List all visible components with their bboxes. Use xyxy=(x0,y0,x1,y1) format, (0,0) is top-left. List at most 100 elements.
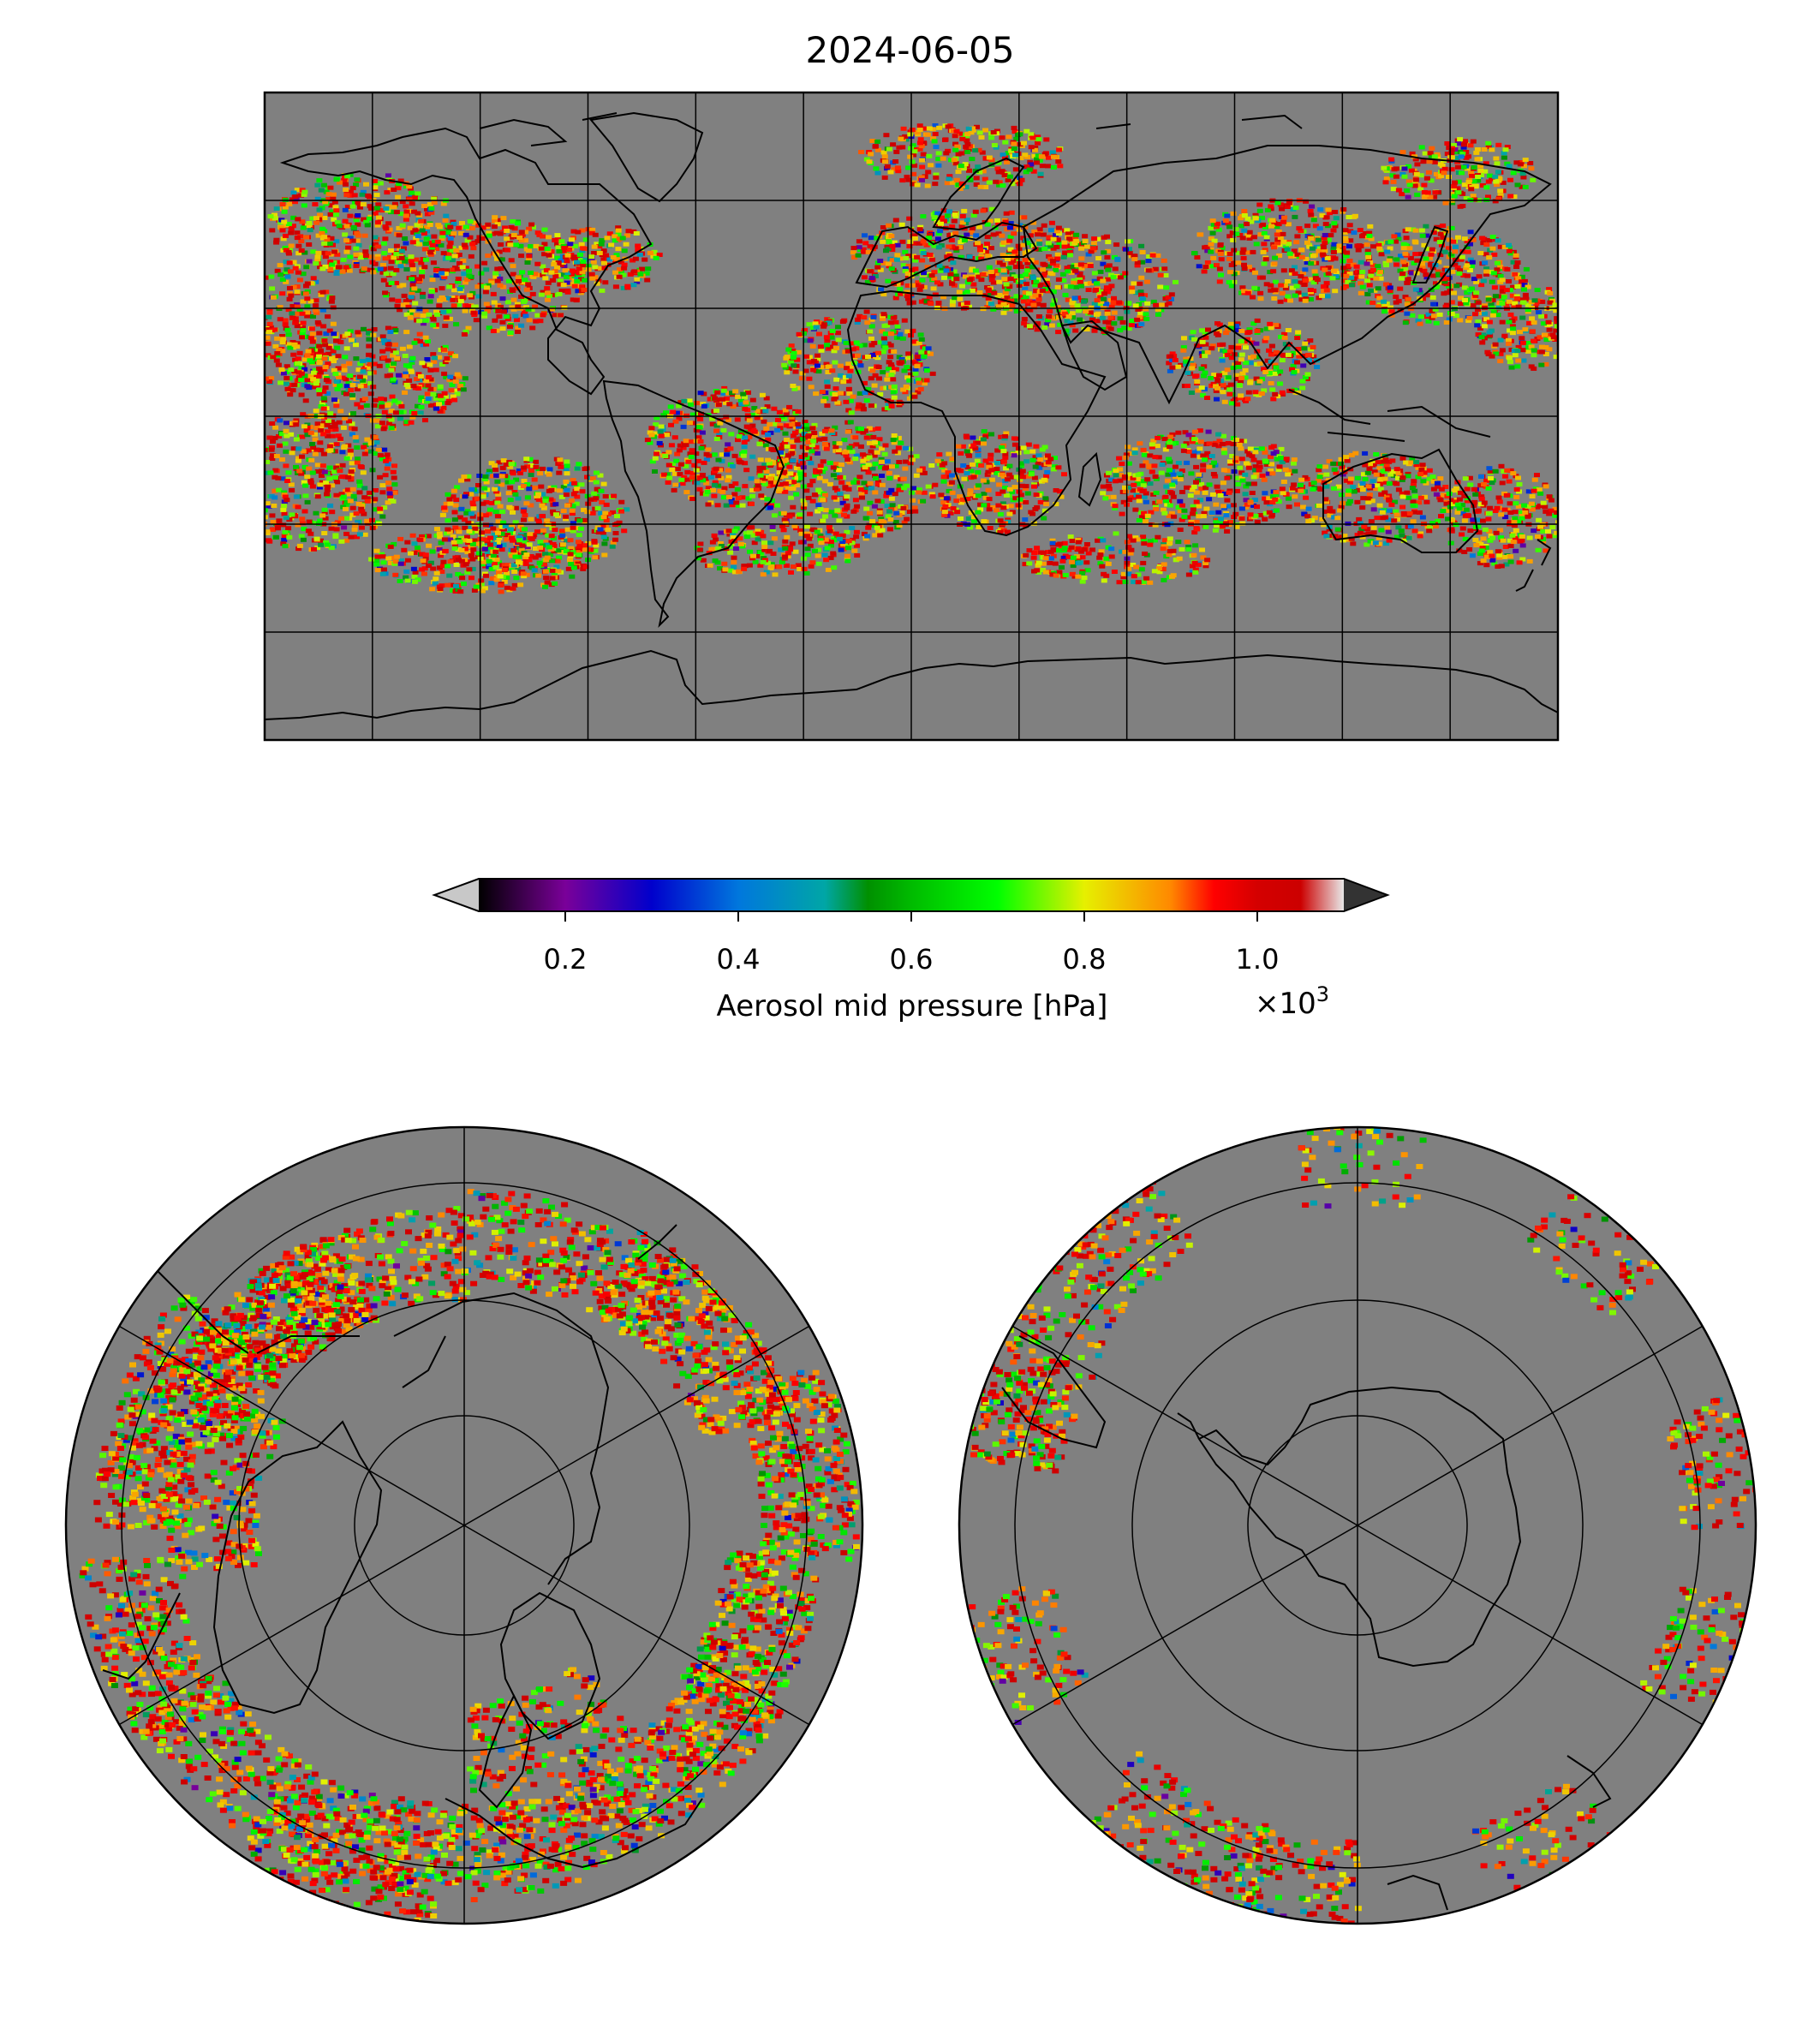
aerosol-cell xyxy=(353,264,360,268)
aerosol-cell xyxy=(754,415,761,421)
aerosol-cell xyxy=(329,262,336,267)
aerosol-cell xyxy=(363,403,370,408)
aerosol-cell xyxy=(1271,296,1278,301)
aerosol-cell xyxy=(486,511,492,516)
aerosol-cell xyxy=(343,182,349,187)
aerosol-cell xyxy=(1053,488,1059,492)
aerosol-cell xyxy=(498,242,504,247)
aerosol-cell xyxy=(1111,310,1118,315)
aerosol-cell xyxy=(1041,270,1048,275)
aerosol-cell xyxy=(1531,353,1537,358)
aerosol-cell xyxy=(455,547,462,552)
aerosol-cell xyxy=(452,354,459,359)
aerosol-cell xyxy=(1125,326,1132,331)
aerosol-cell xyxy=(1565,312,1571,316)
aerosol-cell xyxy=(511,226,518,231)
aerosol-cell xyxy=(558,288,565,293)
aerosol-cell xyxy=(309,216,316,221)
aerosol-cell xyxy=(492,271,499,276)
aerosol-cell xyxy=(1150,299,1157,304)
aerosol-cell xyxy=(1065,297,1071,302)
aerosol-cell xyxy=(1376,295,1383,301)
aerosol-cell xyxy=(353,218,360,223)
aerosol-cell xyxy=(307,480,314,485)
aerosol-cell xyxy=(1001,284,1008,289)
aerosol-cell xyxy=(1201,269,1208,274)
aerosol-cell xyxy=(269,453,276,458)
aerosol-cell xyxy=(1064,228,1071,233)
aerosol-cell xyxy=(471,538,478,543)
aerosol-cell xyxy=(313,220,320,225)
aerosol-cell xyxy=(1353,264,1360,269)
aerosol-cell xyxy=(1525,284,1531,289)
aerosol-cell xyxy=(1330,249,1337,254)
aerosol-cell xyxy=(1307,208,1314,213)
aerosol-cell xyxy=(1280,219,1287,224)
aerosol-cell xyxy=(1343,478,1350,483)
aerosol-cell xyxy=(1235,260,1242,266)
aerosol-cell xyxy=(232,475,238,480)
aerosol-cell xyxy=(970,443,977,448)
aerosol-cell xyxy=(1056,241,1063,246)
aerosol-cell xyxy=(1401,262,1408,267)
aerosol-cell xyxy=(361,451,368,457)
aerosol-cell xyxy=(694,480,701,486)
aerosol-cell xyxy=(417,410,424,415)
aerosol-cell xyxy=(1229,230,1236,236)
aerosol-cell xyxy=(1226,257,1233,261)
aerosol-cell xyxy=(1023,500,1029,504)
aerosol-cell xyxy=(1006,238,1013,243)
aerosol-cell xyxy=(949,457,956,462)
aerosol-cell xyxy=(1222,218,1229,224)
aerosol-cell xyxy=(1061,244,1068,249)
aerosol-cell xyxy=(677,400,684,405)
aerosol-cell xyxy=(1341,278,1348,283)
aerosol-cell xyxy=(349,393,355,397)
aerosol-cell xyxy=(272,216,278,221)
aerosol-cell xyxy=(988,452,994,457)
aerosol-cell xyxy=(799,433,806,439)
aerosol-cell xyxy=(1024,260,1031,266)
aerosol-cell xyxy=(347,193,354,198)
aerosol-cell xyxy=(564,289,571,295)
aerosol-cell xyxy=(1475,307,1481,312)
aerosol-cell xyxy=(1332,256,1339,261)
aerosol-cell xyxy=(728,499,735,504)
aerosol-cell xyxy=(1477,325,1483,331)
aerosol-cell xyxy=(757,457,764,462)
aerosol-cell xyxy=(1499,289,1506,294)
aerosol-cell xyxy=(399,346,406,351)
aerosol-cell xyxy=(1393,262,1399,267)
aerosol-cell xyxy=(1000,521,1006,526)
aerosol-cell xyxy=(355,501,362,506)
aerosol-cell xyxy=(355,332,362,337)
aerosol-cell xyxy=(1333,274,1340,279)
aerosol-cell xyxy=(945,470,952,475)
aerosol-cell xyxy=(325,197,331,202)
aerosol-cell xyxy=(343,499,350,504)
aerosol-cell xyxy=(339,269,346,274)
aerosol-cell xyxy=(1004,477,1011,482)
aerosol-cell xyxy=(1428,252,1435,257)
aerosol-cell xyxy=(960,497,966,502)
aerosol-cell xyxy=(390,377,397,382)
aerosol-cell xyxy=(1386,508,1393,513)
aerosol-cell xyxy=(749,487,755,492)
aerosol-cell xyxy=(705,486,712,491)
aerosol-cell xyxy=(1404,311,1411,316)
aerosol-cell xyxy=(351,497,357,501)
aerosol-cell xyxy=(312,437,319,442)
aerosol-cell xyxy=(381,340,388,345)
aerosol-cell xyxy=(319,463,326,468)
aerosol-cell xyxy=(975,510,982,515)
aerosol-cell xyxy=(1152,266,1159,272)
aerosol-cell xyxy=(1028,472,1035,477)
aerosol-cell xyxy=(1037,499,1044,504)
aerosol-cell xyxy=(1325,266,1332,271)
aerosol-cell xyxy=(688,402,695,407)
aerosol-cell xyxy=(388,280,395,285)
aerosol-cell xyxy=(1352,451,1359,456)
aerosol-cell xyxy=(558,313,564,318)
aerosol-cell xyxy=(1365,254,1372,260)
aerosol-cell xyxy=(1461,236,1468,242)
